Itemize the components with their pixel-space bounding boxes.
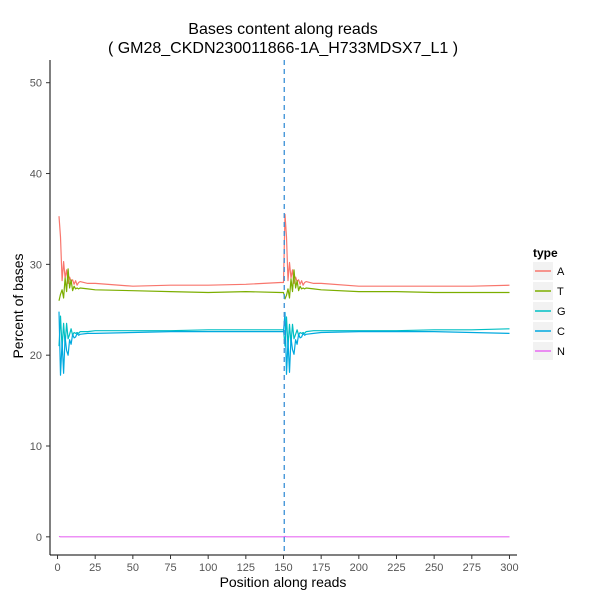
- x-tick-label: 50: [127, 562, 139, 574]
- x-tick-label: 275: [463, 562, 481, 574]
- x-tick-label: 75: [164, 562, 176, 574]
- legend-label-N: N: [557, 346, 565, 358]
- x-tick-label: 250: [425, 562, 443, 574]
- x-tick-label: 175: [312, 562, 330, 574]
- x-axis-title: Position along reads: [220, 574, 347, 590]
- series-line-A: [58, 213, 510, 287]
- y-tick-label: 20: [30, 350, 42, 362]
- x-tick-label: 200: [350, 562, 368, 574]
- legend-label-C: C: [557, 326, 565, 338]
- x-tick-label: 100: [199, 562, 217, 574]
- chart-subtitle: ( GM28_CKDN230011866-1A_H733MDSX7_L1 ): [108, 40, 458, 57]
- y-tick-label: 10: [30, 441, 42, 453]
- legend-label-T: T: [557, 286, 564, 298]
- series-line-C: [58, 311, 510, 376]
- legend-title: type: [533, 246, 558, 260]
- y-tick-label: 30: [30, 259, 42, 271]
- x-tick-label: 150: [274, 562, 292, 574]
- y-axis-title: Percent of bases: [10, 253, 26, 358]
- legend-label-A: A: [557, 266, 565, 278]
- y-tick-label: 40: [30, 169, 42, 181]
- legend-label-G: G: [557, 306, 566, 318]
- chart-title: Bases content along reads: [188, 21, 377, 38]
- x-tick-label: 125: [237, 562, 255, 574]
- y-tick-label: 50: [30, 78, 42, 90]
- x-tick-label: 0: [54, 562, 60, 574]
- x-tick-label: 300: [500, 562, 518, 574]
- x-tick-label: 225: [387, 562, 405, 574]
- series-line-T: [58, 268, 510, 301]
- x-tick-label: 25: [89, 562, 101, 574]
- y-tick-label: 0: [36, 532, 42, 544]
